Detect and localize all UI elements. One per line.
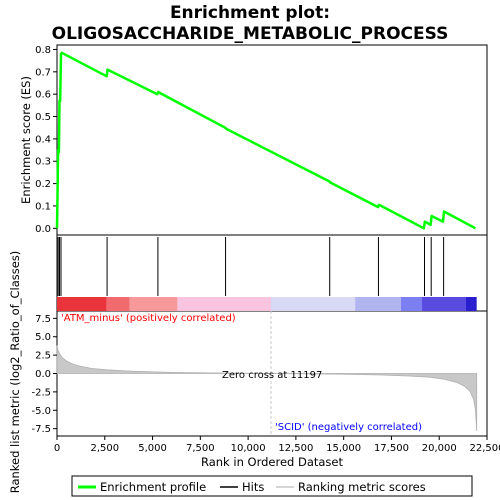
metric-y-tick-label: 2.5 xyxy=(35,351,51,362)
es-y-tick-label: 0.1 xyxy=(35,201,51,212)
x-tick-label: 5,000 xyxy=(138,443,167,454)
x-tick-label: 12,500 xyxy=(278,443,313,454)
x-tick-label: 10,000 xyxy=(231,443,266,454)
metric-y-tick-label: 7.5 xyxy=(35,314,51,325)
metric-y-axis: -7.5 -5.0 -2.5 0.0 2.5 5.0 7.5 xyxy=(31,314,57,435)
heatbar-segment xyxy=(465,297,477,311)
x-tick-label: 22,500 xyxy=(470,443,500,454)
es-y-tick-label: 0.7 xyxy=(35,67,51,78)
es-panel-frame xyxy=(56,44,488,236)
metric-y-axis-label: Ranked list metric (log2_Ratio_of_Classe… xyxy=(8,251,22,494)
legend-label-enrichment: Enrichment profile xyxy=(100,480,206,494)
es-y-axis: 0.0 0.1 0.2 0.3 0.4 0.5 0.6 0.7 0.8 xyxy=(35,45,57,235)
x-tick-label: 0 xyxy=(54,443,60,454)
legend-label-metric: Ranking metric scores xyxy=(298,480,426,494)
es-y-tick-label: 0.0 xyxy=(35,224,51,235)
x-tick-label: 15,000 xyxy=(326,443,361,454)
x-axis-label: Rank in Ordered Dataset xyxy=(201,455,344,469)
heatbar-segment xyxy=(57,297,107,311)
metric-y-tick-label: 0.0 xyxy=(35,369,51,380)
metric-y-tick-label: -5.0 xyxy=(31,406,51,417)
zero-cross-annotation: Zero cross at 11197 xyxy=(222,370,322,381)
x-tick-label: 17,500 xyxy=(374,443,409,454)
metric-y-tick-label: 5.0 xyxy=(35,332,51,343)
metric-y-tick-label: -2.5 xyxy=(31,387,51,398)
x-axis: 0 2,500 5,000 7,500 10,000 12,500 15,000 17,500… xyxy=(54,436,500,454)
es-y-tick-label: 0.8 xyxy=(35,45,51,56)
heatbar-segment xyxy=(106,297,130,311)
heatbar-segment xyxy=(401,297,423,311)
heatbar-segment xyxy=(355,297,401,311)
x-tick-label: 2,500 xyxy=(90,443,119,454)
enrichment-profile-line xyxy=(55,51,477,230)
es-y-tick-label: 0.6 xyxy=(35,90,51,101)
heatbar-segment xyxy=(422,297,466,311)
es-y-tick-label: 0.5 xyxy=(35,112,51,123)
es-y-tick-label: 0.3 xyxy=(35,157,51,168)
positive-annotation: 'ATM_minus' (positively correlated) xyxy=(61,313,236,324)
es-y-axis-label: Enrichment score (ES) xyxy=(19,76,33,204)
heatbar-segment xyxy=(177,297,272,311)
negative-annotation: 'SCID' (negatively correlated) xyxy=(275,422,422,433)
x-tick-label: 20,000 xyxy=(422,443,457,454)
es-y-tick-label: 0.4 xyxy=(35,134,51,145)
x-tick-label: 7,500 xyxy=(186,443,215,454)
metric-y-tick-label: -7.5 xyxy=(31,424,51,435)
legend-box xyxy=(71,475,473,497)
hit-markers xyxy=(57,237,445,296)
rank-heatbar xyxy=(57,297,477,311)
legend-label-hits: Hits xyxy=(242,480,264,494)
heatbar-segment xyxy=(271,297,356,311)
es-series xyxy=(55,51,477,230)
metric-series xyxy=(56,311,478,436)
es-y-tick-label: 0.2 xyxy=(35,179,51,190)
heatbar-segment xyxy=(129,297,178,311)
chart-title-line1: Enrichment plot: xyxy=(170,3,330,23)
chart-title-line2: OLIGOSACCHARIDE_METABOLIC_PROCESS xyxy=(52,24,449,44)
